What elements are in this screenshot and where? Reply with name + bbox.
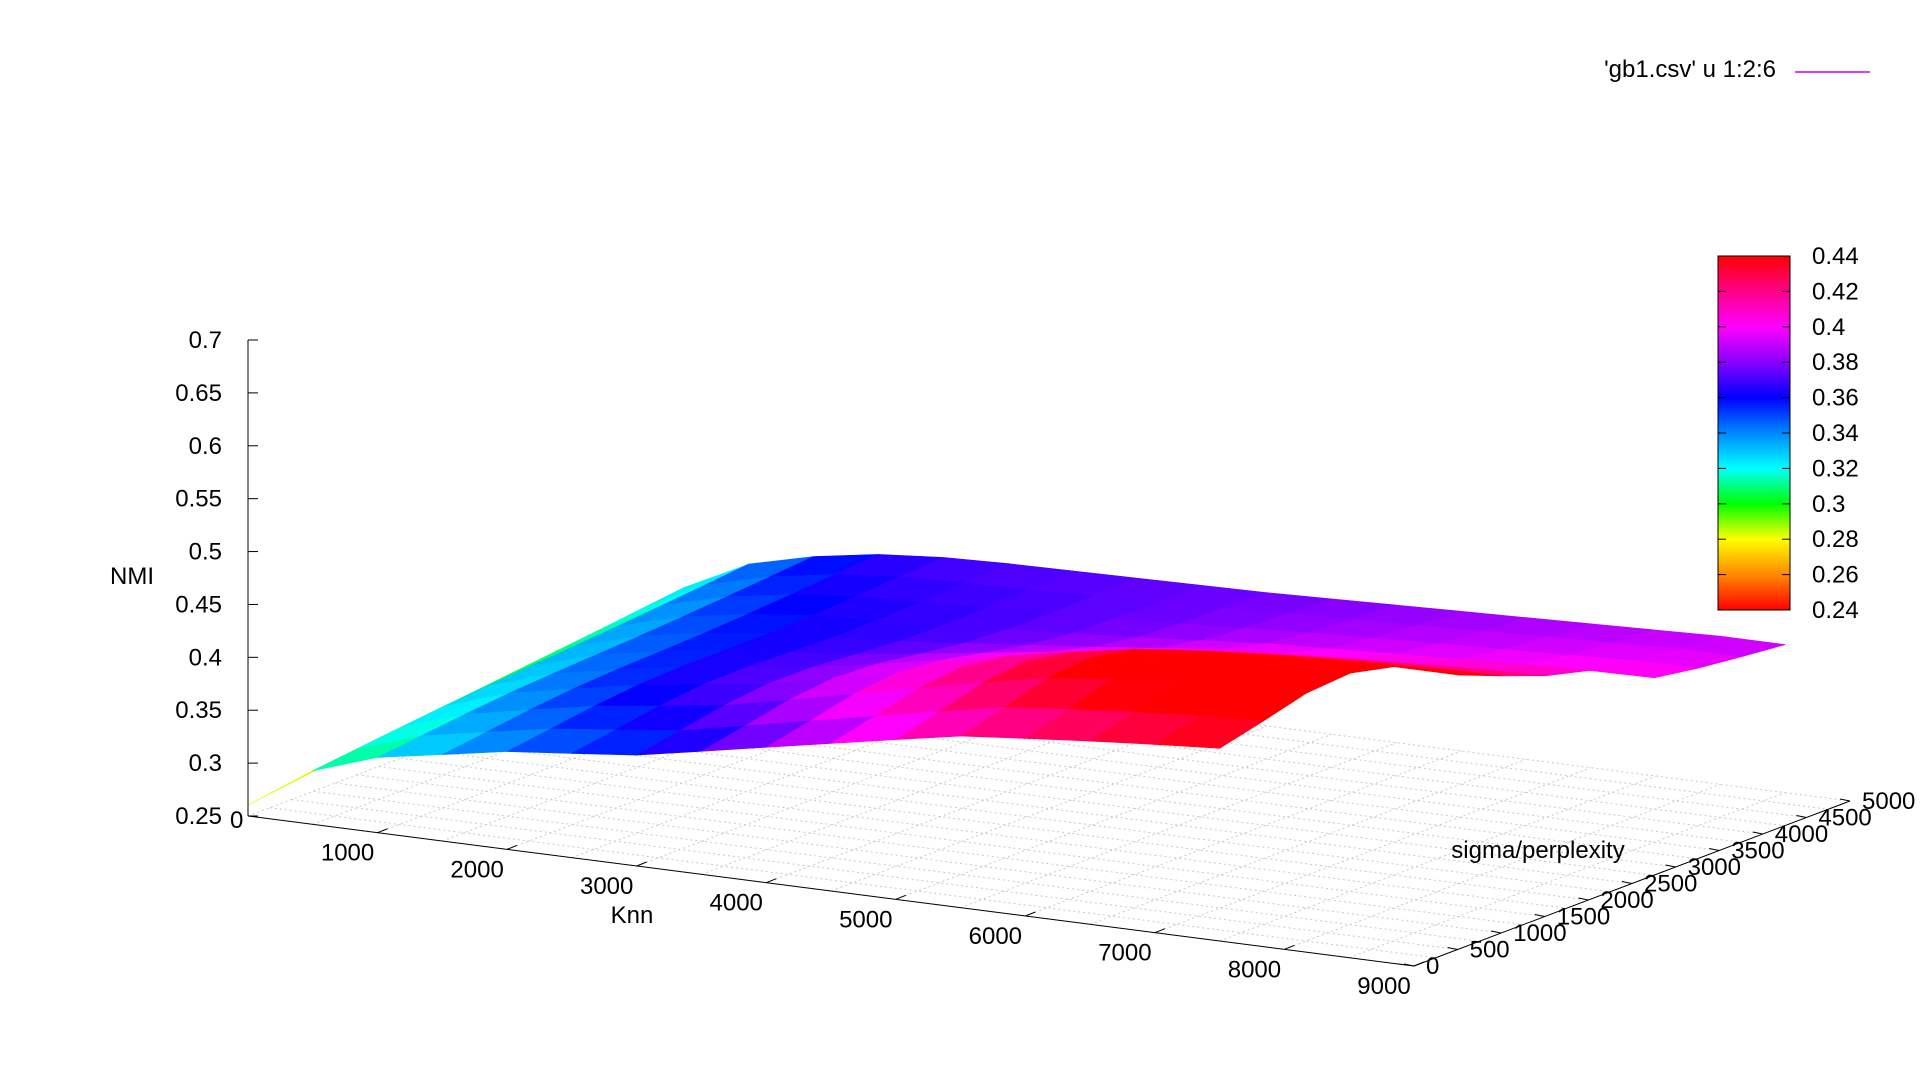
base-gridline (895, 733, 1332, 900)
z-axis-label: NMI (110, 563, 154, 590)
y-tick-label: 3500 (1731, 838, 1784, 865)
x-tick-label: 1000 (321, 840, 374, 867)
legend: 'gb1.csv' u 1:2:6 (1604, 56, 1870, 83)
z-tick-label: 0.4 (189, 644, 222, 671)
base-gridline (1025, 750, 1462, 917)
y-tick-label: 500 (1470, 937, 1510, 964)
x-tick-label: 2000 (450, 856, 503, 883)
colorbox-gradient (1717, 255, 1791, 611)
surface-facet (1394, 666, 1503, 677)
colorbox-tick-label: 0.26 (1812, 562, 1859, 589)
x-tick (506, 844, 518, 850)
base-gridline (960, 742, 1397, 909)
y-tick (1709, 848, 1720, 851)
x-tick-label: 4000 (710, 890, 763, 917)
y-tick (1491, 930, 1502, 934)
y-tick (1621, 881, 1633, 884)
y-tick (1534, 914, 1545, 917)
x-tick-label: 7000 (1098, 940, 1151, 967)
y-tick-label: 3000 (1688, 854, 1741, 881)
z-tick-label: 0.5 (189, 539, 222, 566)
y-tick-label: 4500 (1818, 805, 1871, 832)
y-tick (1752, 831, 1763, 835)
x-tick (766, 878, 777, 884)
base-gridline (830, 725, 1268, 892)
colorbox-tick-label: 0.3 (1812, 491, 1845, 518)
x-tick (377, 828, 388, 834)
legend-label: 'gb1.csv' u 1:2:6 (1604, 56, 1776, 83)
base-gridline (422, 749, 1589, 901)
colorbox-ticks: 0.44 0.42 0.4 0.38 0.36 0.34 0.32 0.3 0.28 0.26 0.… (1718, 243, 1859, 624)
base-gridline (356, 774, 1524, 926)
z-tick-label: 0.65 (175, 380, 222, 407)
z-tick-label: 0.55 (175, 486, 222, 513)
x-axis-label: Knn (611, 902, 654, 929)
base-gridline (335, 782, 1502, 934)
colorbox-tick-label: 0.42 (1812, 278, 1859, 305)
x-tick (636, 861, 647, 867)
x-tick-label: 6000 (969, 923, 1022, 950)
colorbox-tick-label: 0.24 (1812, 597, 1859, 624)
base-gridline (291, 799, 1458, 950)
y-tick-label: 1000 (1513, 920, 1566, 947)
z-axis: 0.25 0.3 0.35 0.4 0.45 0.5 0.55 0.6 0.65 0.7 0 (175, 327, 258, 834)
y-tick-label: 1500 (1557, 904, 1610, 931)
z-tick-label: 0.25 (175, 803, 222, 830)
base-gridline (1284, 783, 1721, 950)
z-tick-label: 0.35 (175, 697, 222, 724)
base-gridline (269, 807, 1436, 959)
colorbox-tick-label: 0.34 (1812, 420, 1859, 447)
y-tick (1403, 963, 1415, 967)
colorbox-tick-label: 0.28 (1812, 526, 1859, 553)
colorbox-tick-label: 0.38 (1812, 349, 1859, 376)
colorbox-tick-label: 0.4 (1812, 314, 1845, 341)
z-tick-label: 0.6 (189, 433, 222, 460)
y-tick (1665, 864, 1676, 868)
colorbox: 0.44 0.42 0.4 0.38 0.36 0.34 0.32 0.3 0.28 0.26 0.… (1717, 243, 1859, 624)
z-tick-label: 0.45 (175, 591, 222, 618)
x-tick (1284, 944, 1295, 950)
x-axis-ticks: 1000 2000 3000 4000 5000 6000 7000 8000 9000 (321, 828, 1425, 1000)
y-tick (1447, 947, 1458, 950)
base-gridline (378, 766, 1545, 917)
y-tick-label: 2500 (1644, 871, 1697, 898)
x-tick-label: 8000 (1228, 956, 1281, 983)
y-axis-label: sigma/perplexity (1451, 837, 1624, 864)
base-gridline (465, 733, 1633, 884)
x-tick (1413, 961, 1425, 967)
x-tick-label: 9000 (1357, 973, 1410, 1000)
z-tick-label: 0.3 (189, 750, 222, 777)
y-tick-label: 2000 (1600, 887, 1653, 914)
colorbox-tick-label: 0.36 (1812, 385, 1859, 412)
x-tick (895, 894, 906, 900)
y-tick-label: 5000 (1862, 788, 1915, 815)
x-tick-label: 5000 (839, 906, 892, 933)
x-tick (1154, 928, 1166, 934)
z-tick-label: 0.7 (189, 327, 222, 354)
base-edge (247, 815, 1415, 967)
x-tick-label: 3000 (580, 873, 633, 900)
surface-facet (1153, 715, 1265, 749)
origin-label: 0 (230, 807, 243, 834)
colorbox-tick-label: 0.32 (1812, 455, 1859, 482)
y-tick-label: 0 (1426, 953, 1439, 980)
x-tick (1025, 911, 1036, 917)
y-tick-label: 4000 (1775, 821, 1828, 848)
y-tick (1839, 798, 1851, 802)
y-tick (1578, 897, 1589, 901)
colorbox-tick-label: 0.44 (1812, 243, 1859, 270)
surface-mesh (247, 554, 1786, 806)
surface-facet (1589, 660, 1699, 679)
y-tick (1796, 815, 1807, 818)
base-gridline (400, 757, 1567, 909)
base-gridline (313, 790, 1480, 942)
base-gridline (444, 741, 1611, 893)
